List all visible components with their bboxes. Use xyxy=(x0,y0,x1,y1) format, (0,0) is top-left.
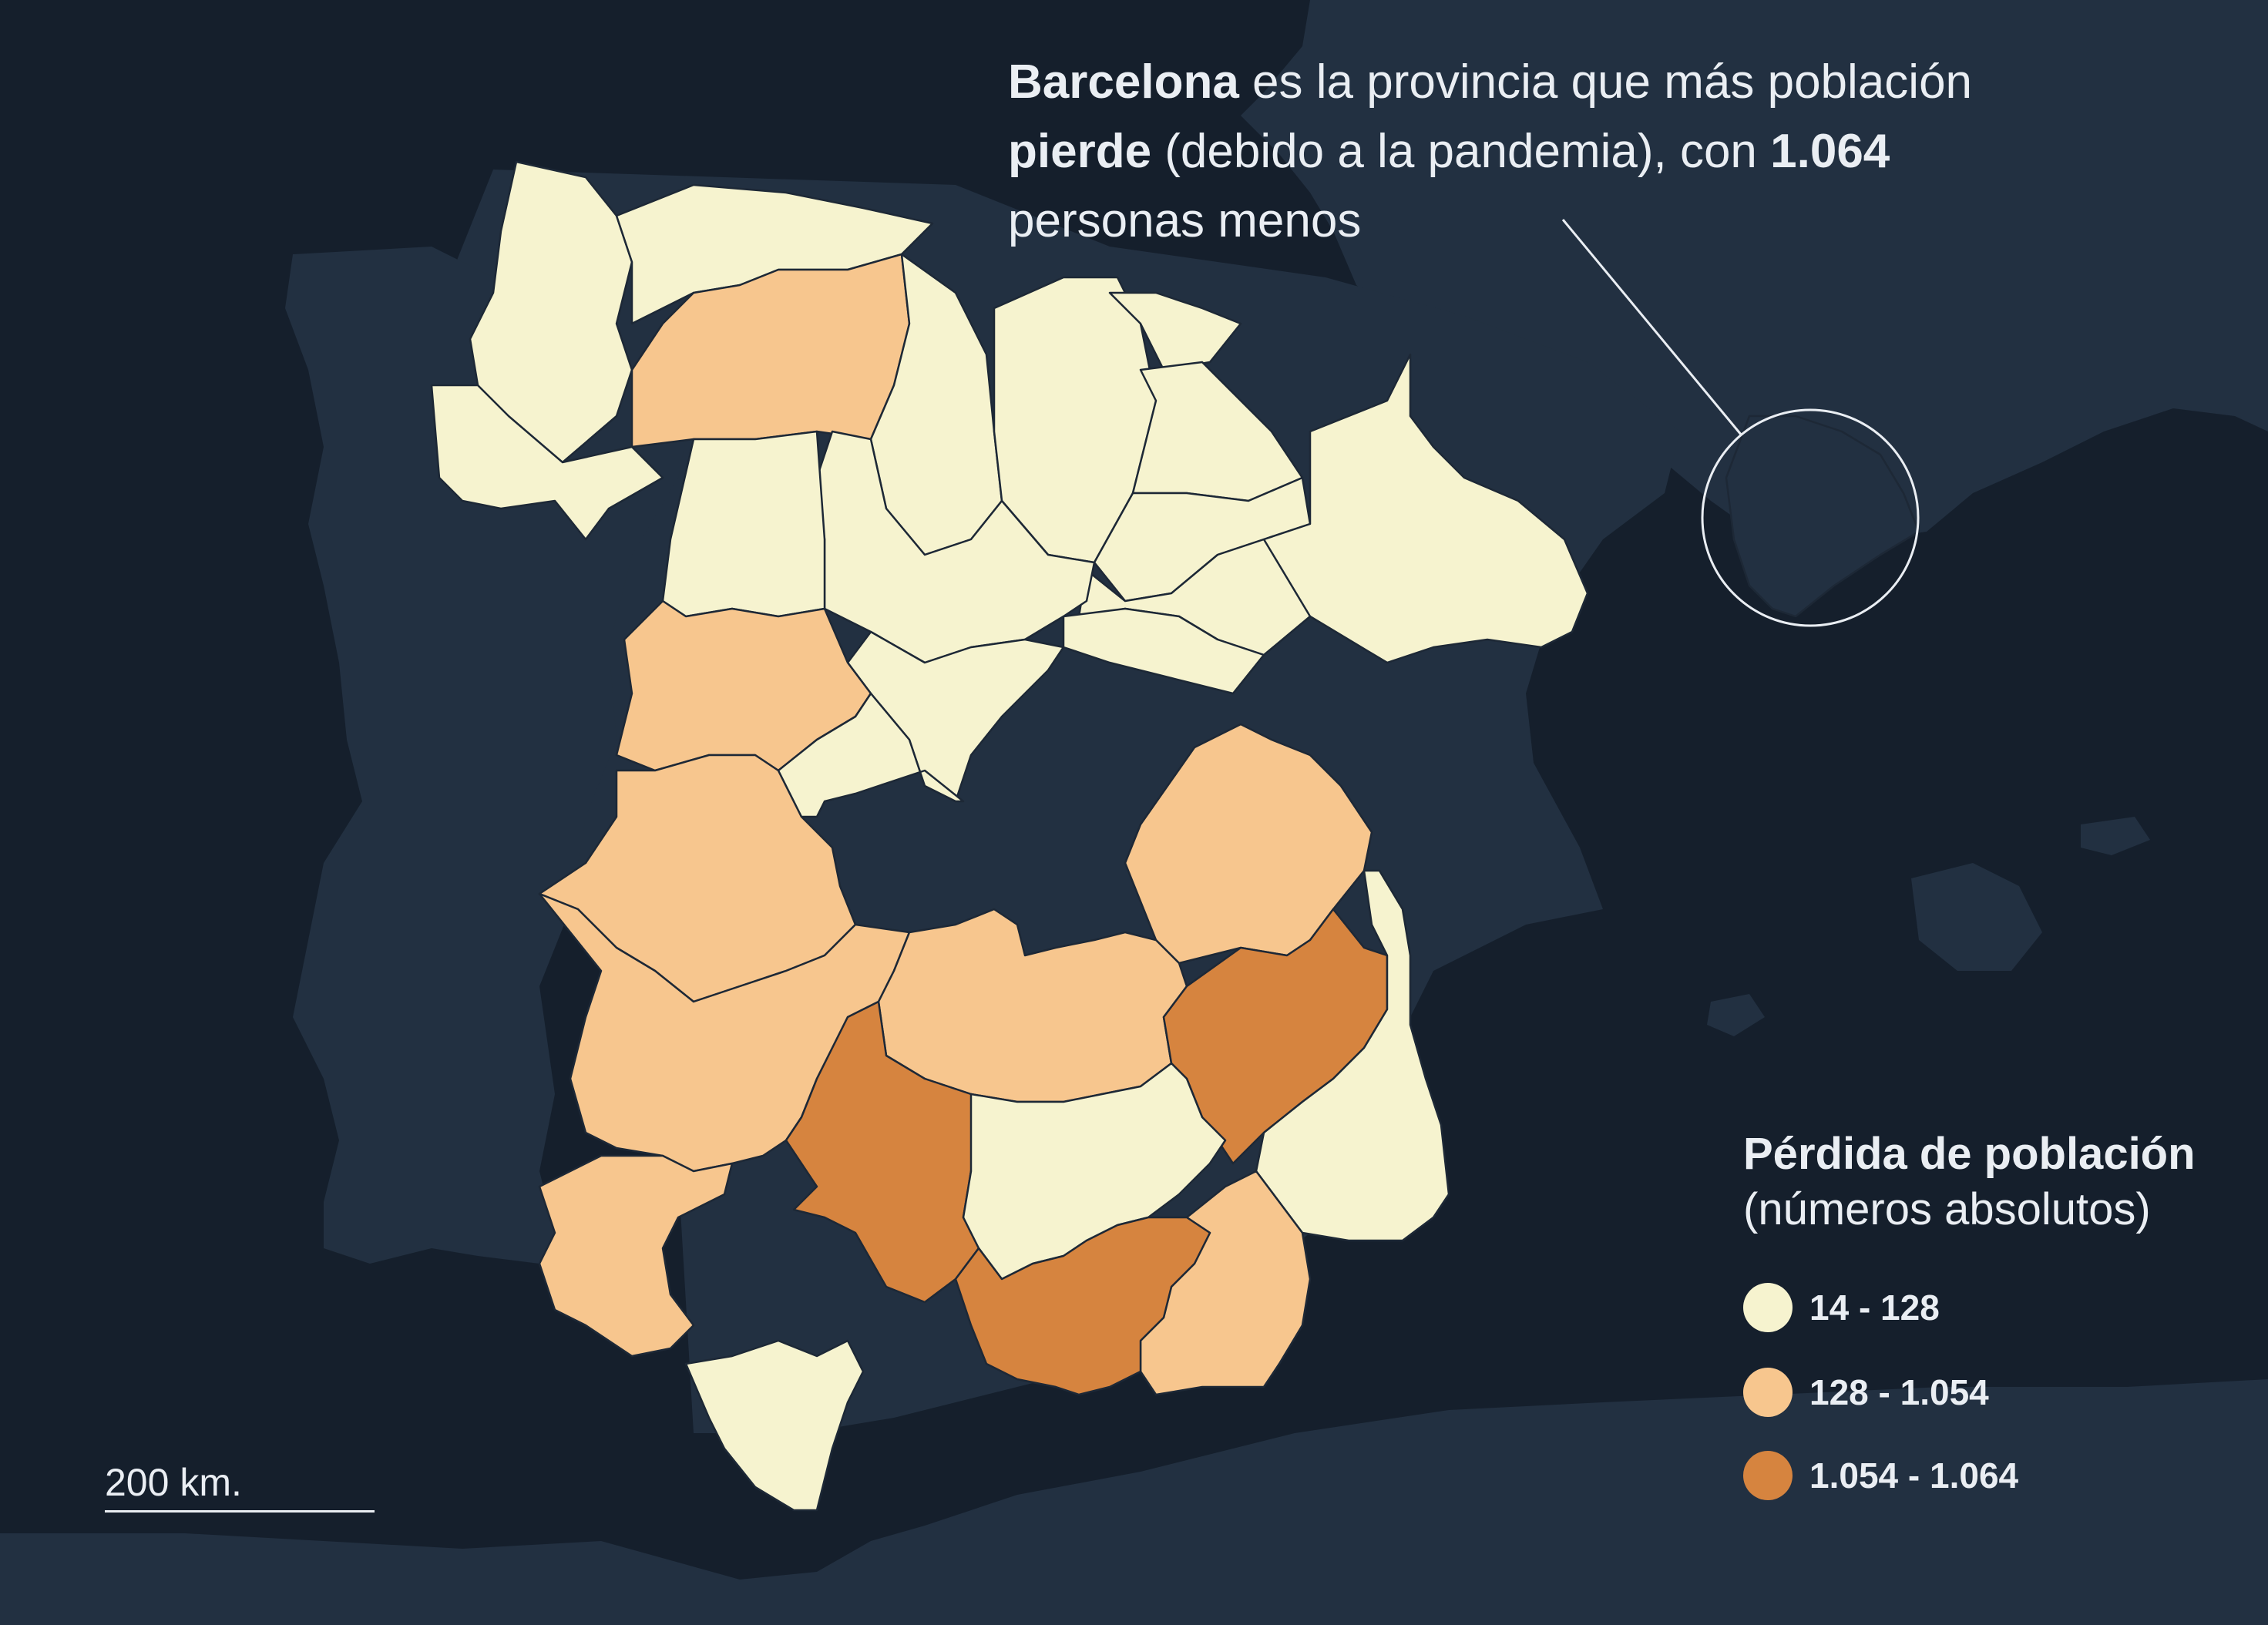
province-region xyxy=(954,1216,1211,1396)
ibiza-island xyxy=(1707,994,1765,1036)
legend-title: Pérdida de población xyxy=(1743,1129,2196,1179)
france-land xyxy=(1241,0,2268,539)
annotation-bold-barcelona: Barcelona xyxy=(1008,55,1239,109)
scale-label: 200 km. xyxy=(105,1461,242,1504)
provinces xyxy=(430,160,1920,1512)
scale-bar: 200 km. xyxy=(105,1461,375,1513)
annotation-line-1: Barcelona es la provincia que más poblac… xyxy=(1008,48,2164,117)
annotation-bold-number: 1.064 xyxy=(1770,125,1890,178)
africa-land xyxy=(0,1379,2268,1625)
legend-swatch-low xyxy=(1743,1283,1793,1332)
annotation-bold-pierde: pierde xyxy=(1008,125,1152,178)
annotation-text: Barcelona es la provincia que más poblac… xyxy=(1008,48,2164,256)
mallorca-island xyxy=(1911,863,2042,971)
legend-label-high: 1.054 - 1.064 xyxy=(1809,1455,2019,1496)
province-region xyxy=(777,692,965,818)
barcelona-callout-circle xyxy=(1701,408,1920,627)
province-region xyxy=(430,384,664,541)
annotation-line-2: pierde (debido a la pandemia), con 1.064 xyxy=(1008,117,2164,186)
scale-line xyxy=(105,1510,375,1513)
province-region xyxy=(1725,415,1920,618)
legend-subtitle: (números absolutos) xyxy=(1743,1184,2151,1234)
legend-label-mid: 128 - 1.054 xyxy=(1809,1372,1989,1412)
legend: Pérdida de población (números absolutos)… xyxy=(1743,1126,2196,1500)
province-region xyxy=(1062,607,1265,695)
legend-item-low: 14 - 128 xyxy=(1743,1281,1940,1335)
province-region xyxy=(1108,291,1242,371)
annotation-text-2: (debido a la pandemia), con xyxy=(1151,125,1771,178)
legend-item-high: 1.054 - 1.064 xyxy=(1743,1449,2018,1502)
legend-item-mid: 128 - 1.054 xyxy=(1743,1365,1989,1419)
annotation-text-3: personas menos xyxy=(1008,194,1362,247)
province-region xyxy=(538,1154,734,1358)
legend-swatch-mid xyxy=(1743,1368,1793,1417)
legend-swatch-high xyxy=(1743,1451,1793,1500)
callout-leader-line xyxy=(1561,219,1743,436)
menorca-island xyxy=(2081,817,2150,855)
province-region xyxy=(1255,869,1450,1242)
annotation-line-3: personas menos xyxy=(1008,186,2164,256)
annotation-text-1: es la provincia que más población xyxy=(1238,55,1973,109)
legend-label-low: 14 - 128 xyxy=(1809,1288,1940,1328)
province-region xyxy=(684,1339,865,1512)
